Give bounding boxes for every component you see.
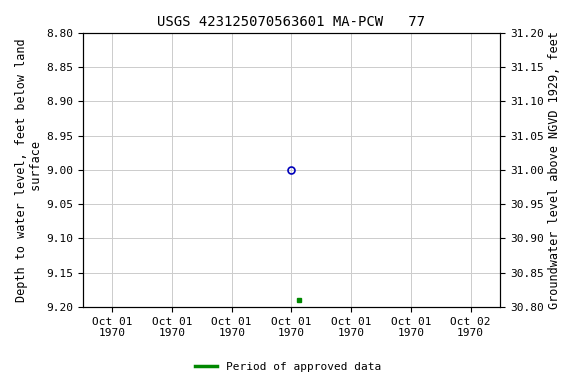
Legend: Period of approved data: Period of approved data — [191, 358, 385, 377]
Title: USGS 423125070563601 MA-PCW   77: USGS 423125070563601 MA-PCW 77 — [157, 15, 426, 29]
Y-axis label: Depth to water level, feet below land
 surface: Depth to water level, feet below land su… — [15, 38, 43, 302]
Y-axis label: Groundwater level above NGVD 1929, feet: Groundwater level above NGVD 1929, feet — [548, 31, 561, 309]
